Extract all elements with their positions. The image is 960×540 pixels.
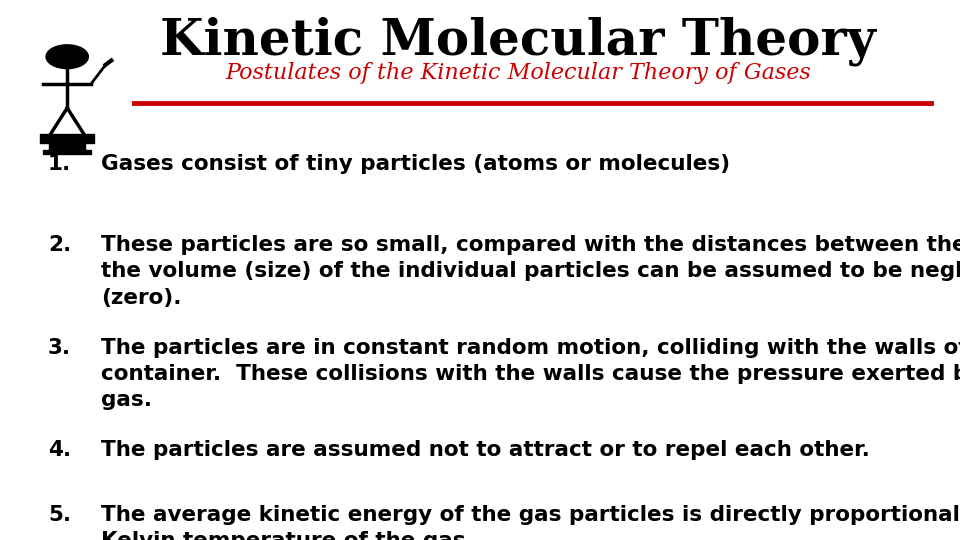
Text: The particles are in constant random motion, colliding with the walls of  the
co: The particles are in constant random mot… <box>101 338 960 410</box>
Text: 3.: 3. <box>48 338 71 357</box>
Text: The average kinetic energy of the gas particles is directly proportional to the
: The average kinetic energy of the gas pa… <box>101 505 960 540</box>
Text: Postulates of the Kinetic Molecular Theory of Gases: Postulates of the Kinetic Molecular Theo… <box>226 62 811 84</box>
Text: 1.: 1. <box>48 154 71 174</box>
Text: 5.: 5. <box>48 505 71 525</box>
Bar <box>49 143 85 150</box>
Text: Gases consist of tiny particles (atoms or molecules): Gases consist of tiny particles (atoms o… <box>101 154 730 174</box>
Text: These particles are so small, compared with the distances between them, that
the: These particles are so small, compared w… <box>101 235 960 308</box>
Bar <box>40 134 94 143</box>
Text: 4.: 4. <box>48 440 71 460</box>
Circle shape <box>46 45 88 69</box>
Bar <box>43 150 91 154</box>
Text: The particles are assumed not to attract or to repel each other.: The particles are assumed not to attract… <box>101 440 870 460</box>
Text: 2.: 2. <box>48 235 71 255</box>
Text: Kinetic Molecular Theory: Kinetic Molecular Theory <box>160 16 876 66</box>
